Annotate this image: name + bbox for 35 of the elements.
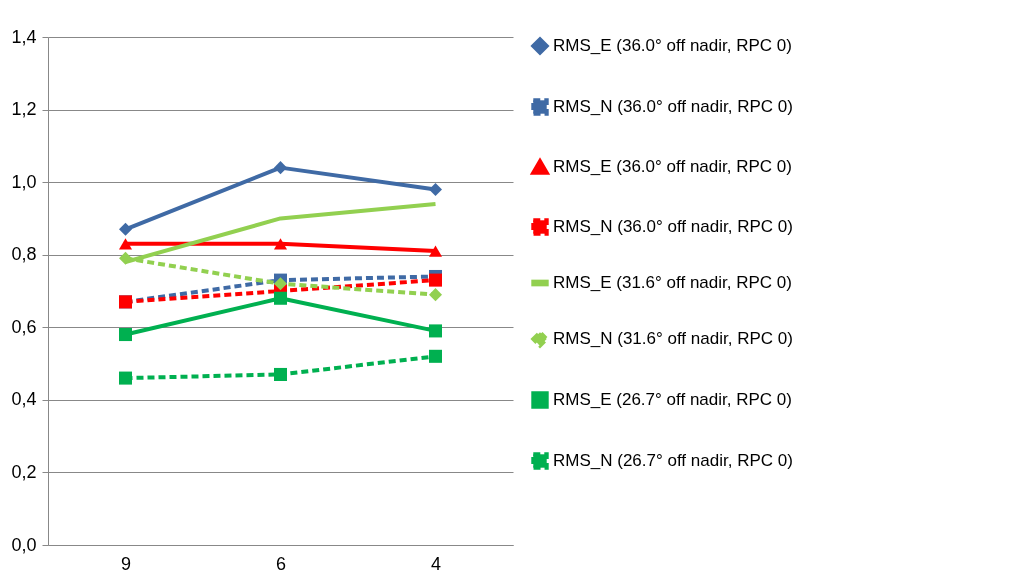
y-tick-label: 0,6	[11, 316, 37, 337]
legend-label: RMS_E (36.0° off nadir, RPC 0)	[553, 157, 792, 176]
point	[428, 273, 443, 287]
legend-label: RMS_N (26.7° off nadir, RPC 0)	[553, 451, 793, 470]
point	[273, 291, 288, 305]
point	[428, 182, 443, 196]
point	[273, 238, 288, 250]
y-tick-label: 0,8	[11, 244, 37, 265]
y-tick-label: 1,2	[11, 99, 37, 120]
legend-label: RMS_N (36.0° off nadir, RPC 0)	[553, 97, 793, 116]
legend-label: RMS_E (26.7° off nadir, RPC 0)	[553, 390, 792, 409]
point	[118, 222, 133, 236]
point	[273, 367, 288, 381]
point	[273, 161, 288, 175]
point	[428, 349, 443, 363]
legend-label: RMS_N (36.0° off nadir, RPC 0)	[553, 217, 793, 236]
point	[428, 324, 443, 338]
point	[118, 238, 133, 250]
y-tick-label: 1,0	[11, 171, 37, 192]
point	[428, 245, 443, 257]
legend-label: RMS_E (31.6° off nadir, RPC 0)	[553, 273, 792, 292]
x-tick-label: 4	[430, 553, 442, 574]
y-tick-label: 0,0	[11, 534, 37, 555]
x-tick-label: 9	[120, 553, 132, 574]
y-tick-label: 1,4	[11, 26, 37, 47]
legend-label: RMS_N (31.6° off nadir, RPC 0)	[553, 329, 793, 348]
x-tick-label: 6	[275, 553, 287, 574]
y-tick-label: 0,2	[11, 461, 37, 482]
point	[428, 288, 443, 302]
point	[118, 251, 133, 265]
point	[273, 277, 288, 291]
point	[118, 328, 133, 342]
y-tick-label: 0,4	[11, 389, 37, 410]
legend-label: RMS_E (36.0° off nadir, RPC 0)	[553, 36, 792, 55]
point	[118, 371, 133, 385]
